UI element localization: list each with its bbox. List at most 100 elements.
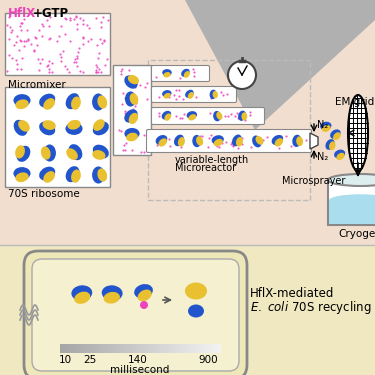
Point <box>94 64 100 70</box>
Bar <box>71 344 72 353</box>
Text: HflX-mediated: HflX-mediated <box>250 287 334 300</box>
Point <box>77 69 83 75</box>
Bar <box>143 344 144 353</box>
Bar <box>181 344 183 353</box>
Point <box>76 45 82 51</box>
Bar <box>196 344 198 353</box>
Bar <box>172 344 174 353</box>
Point <box>218 89 224 95</box>
Ellipse shape <box>188 92 194 99</box>
Point <box>121 142 127 148</box>
Point <box>19 20 25 26</box>
Ellipse shape <box>39 122 55 135</box>
Bar <box>139 344 141 353</box>
Text: variable-length: variable-length <box>175 155 249 165</box>
Ellipse shape <box>252 135 262 147</box>
Bar <box>158 344 159 353</box>
Point <box>16 23 22 29</box>
Bar <box>122 344 123 353</box>
Bar <box>107 344 108 353</box>
Ellipse shape <box>15 145 25 159</box>
Bar <box>144 344 146 353</box>
Ellipse shape <box>159 138 167 147</box>
Bar <box>157 344 159 353</box>
Point <box>166 94 172 100</box>
Text: N₂: N₂ <box>317 152 328 162</box>
Point <box>23 38 29 44</box>
Point <box>84 22 90 28</box>
Ellipse shape <box>68 120 81 130</box>
Bar <box>85 344 87 353</box>
Ellipse shape <box>187 111 197 119</box>
Point <box>80 35 86 41</box>
Point <box>31 47 37 53</box>
Bar <box>67 344 69 353</box>
Bar <box>154 344 156 353</box>
Point <box>74 58 80 64</box>
Point <box>247 108 253 114</box>
Point <box>297 137 303 143</box>
Bar <box>173 344 174 353</box>
FancyBboxPatch shape <box>32 259 239 371</box>
Text: millisecond: millisecond <box>110 365 170 375</box>
Bar <box>86 344 87 353</box>
Point <box>98 24 104 30</box>
Point <box>36 27 42 33</box>
Point <box>133 100 139 106</box>
Point <box>230 142 236 148</box>
Point <box>191 69 197 75</box>
Bar <box>177 344 178 353</box>
Ellipse shape <box>125 92 136 106</box>
Point <box>228 140 234 146</box>
Point <box>133 81 139 87</box>
Point <box>49 69 55 75</box>
Point <box>93 62 99 68</box>
Circle shape <box>228 61 256 89</box>
Point <box>88 36 94 42</box>
Bar <box>185 344 186 353</box>
Point <box>74 21 80 27</box>
Bar <box>69 344 70 353</box>
Point <box>246 112 252 118</box>
Ellipse shape <box>164 113 171 121</box>
Bar <box>114 344 116 353</box>
Point <box>176 87 182 93</box>
Point <box>132 84 138 90</box>
Point <box>141 149 147 155</box>
Point <box>192 138 198 144</box>
Bar <box>93 344 94 353</box>
Point <box>34 42 40 48</box>
Bar <box>168 344 170 353</box>
Point <box>116 127 122 133</box>
Ellipse shape <box>336 153 345 160</box>
Point <box>196 134 202 140</box>
Point <box>174 96 180 102</box>
Point <box>4 22 10 28</box>
Point <box>194 138 200 144</box>
Point <box>153 74 159 80</box>
Point <box>255 134 261 140</box>
Bar <box>99 344 100 353</box>
Text: HflX: HflX <box>8 7 36 20</box>
Bar <box>81 344 82 353</box>
Point <box>93 15 99 21</box>
Bar <box>129 344 130 353</box>
Bar <box>188 344 189 353</box>
Ellipse shape <box>188 114 196 120</box>
Point <box>130 106 136 112</box>
Bar <box>147 344 148 353</box>
Point <box>178 144 184 150</box>
Point <box>8 28 14 34</box>
Bar <box>120 344 122 353</box>
Point <box>208 95 214 101</box>
Ellipse shape <box>128 75 139 84</box>
Point <box>96 50 102 56</box>
Point <box>62 31 68 37</box>
Point <box>225 113 231 119</box>
Bar <box>116 344 117 353</box>
Point <box>138 149 144 155</box>
Point <box>6 52 12 58</box>
Point <box>206 144 212 150</box>
Point <box>156 94 162 100</box>
Bar <box>199 344 201 353</box>
